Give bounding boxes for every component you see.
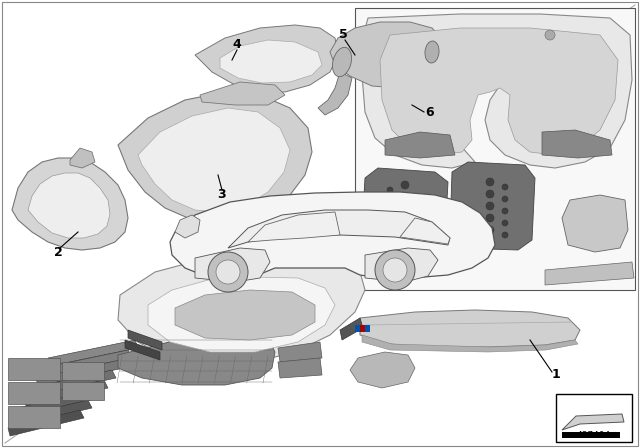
Circle shape — [502, 184, 508, 190]
Circle shape — [401, 205, 409, 213]
Polygon shape — [200, 82, 285, 105]
Circle shape — [387, 235, 393, 241]
Polygon shape — [360, 310, 580, 347]
Circle shape — [401, 229, 409, 237]
Polygon shape — [362, 168, 448, 245]
Polygon shape — [228, 210, 450, 248]
Circle shape — [486, 214, 494, 222]
Polygon shape — [170, 192, 495, 278]
Polygon shape — [542, 130, 612, 158]
Circle shape — [383, 258, 407, 282]
Polygon shape — [362, 335, 578, 352]
Bar — [62, 362, 104, 380]
Polygon shape — [12, 158, 128, 250]
Circle shape — [502, 220, 508, 226]
Polygon shape — [562, 195, 628, 252]
Polygon shape — [48, 340, 138, 366]
Polygon shape — [30, 370, 116, 396]
Polygon shape — [355, 8, 635, 290]
Bar — [365, 325, 370, 332]
Polygon shape — [318, 72, 352, 115]
Circle shape — [502, 232, 508, 238]
Polygon shape — [148, 277, 335, 352]
Bar — [8, 382, 60, 404]
Polygon shape — [278, 342, 322, 362]
Polygon shape — [175, 215, 200, 238]
Polygon shape — [138, 108, 290, 212]
Polygon shape — [340, 318, 363, 340]
Circle shape — [387, 187, 393, 193]
Polygon shape — [385, 132, 455, 158]
Circle shape — [387, 211, 393, 217]
Circle shape — [401, 181, 409, 189]
Polygon shape — [128, 330, 162, 350]
Polygon shape — [248, 212, 340, 242]
Bar — [360, 325, 365, 332]
Circle shape — [486, 202, 494, 210]
Circle shape — [216, 260, 240, 284]
Bar — [8, 406, 60, 428]
Bar — [62, 382, 104, 400]
Polygon shape — [195, 25, 338, 92]
Polygon shape — [404, 97, 432, 120]
Text: 2: 2 — [54, 246, 62, 258]
Text: 1: 1 — [552, 369, 561, 382]
Polygon shape — [118, 335, 275, 385]
Text: 6: 6 — [426, 105, 435, 119]
Circle shape — [502, 208, 508, 214]
Polygon shape — [362, 14, 632, 168]
Polygon shape — [118, 255, 365, 365]
Circle shape — [375, 250, 415, 290]
Text: 4: 4 — [232, 38, 241, 51]
Polygon shape — [8, 410, 84, 436]
Polygon shape — [330, 22, 448, 88]
Polygon shape — [278, 358, 322, 378]
Circle shape — [401, 193, 409, 201]
Bar — [355, 325, 360, 332]
Polygon shape — [12, 400, 92, 426]
Polygon shape — [380, 28, 618, 155]
Circle shape — [502, 196, 508, 202]
Polygon shape — [125, 340, 160, 360]
Polygon shape — [118, 92, 312, 222]
Polygon shape — [350, 352, 415, 388]
Circle shape — [387, 223, 393, 229]
Polygon shape — [400, 218, 450, 244]
Polygon shape — [18, 390, 100, 416]
Polygon shape — [545, 262, 634, 285]
Polygon shape — [365, 248, 438, 282]
Circle shape — [486, 190, 494, 198]
Polygon shape — [24, 380, 108, 406]
Polygon shape — [220, 40, 322, 83]
Polygon shape — [175, 290, 315, 340]
Circle shape — [486, 226, 494, 234]
Text: 3: 3 — [218, 189, 227, 202]
Polygon shape — [28, 173, 110, 238]
Polygon shape — [450, 162, 535, 250]
Circle shape — [486, 178, 494, 186]
Ellipse shape — [425, 41, 439, 63]
Circle shape — [545, 30, 555, 40]
Circle shape — [387, 199, 393, 205]
Ellipse shape — [332, 47, 351, 77]
Bar — [556, 394, 632, 442]
Text: 5: 5 — [339, 29, 348, 42]
Bar — [8, 358, 60, 380]
Polygon shape — [70, 148, 95, 168]
Polygon shape — [42, 350, 132, 376]
Polygon shape — [36, 360, 124, 386]
Circle shape — [401, 217, 409, 225]
Text: 487404: 487404 — [577, 431, 611, 440]
Polygon shape — [562, 414, 624, 430]
Polygon shape — [195, 248, 270, 282]
Circle shape — [208, 252, 248, 292]
Bar — [562, 432, 620, 438]
